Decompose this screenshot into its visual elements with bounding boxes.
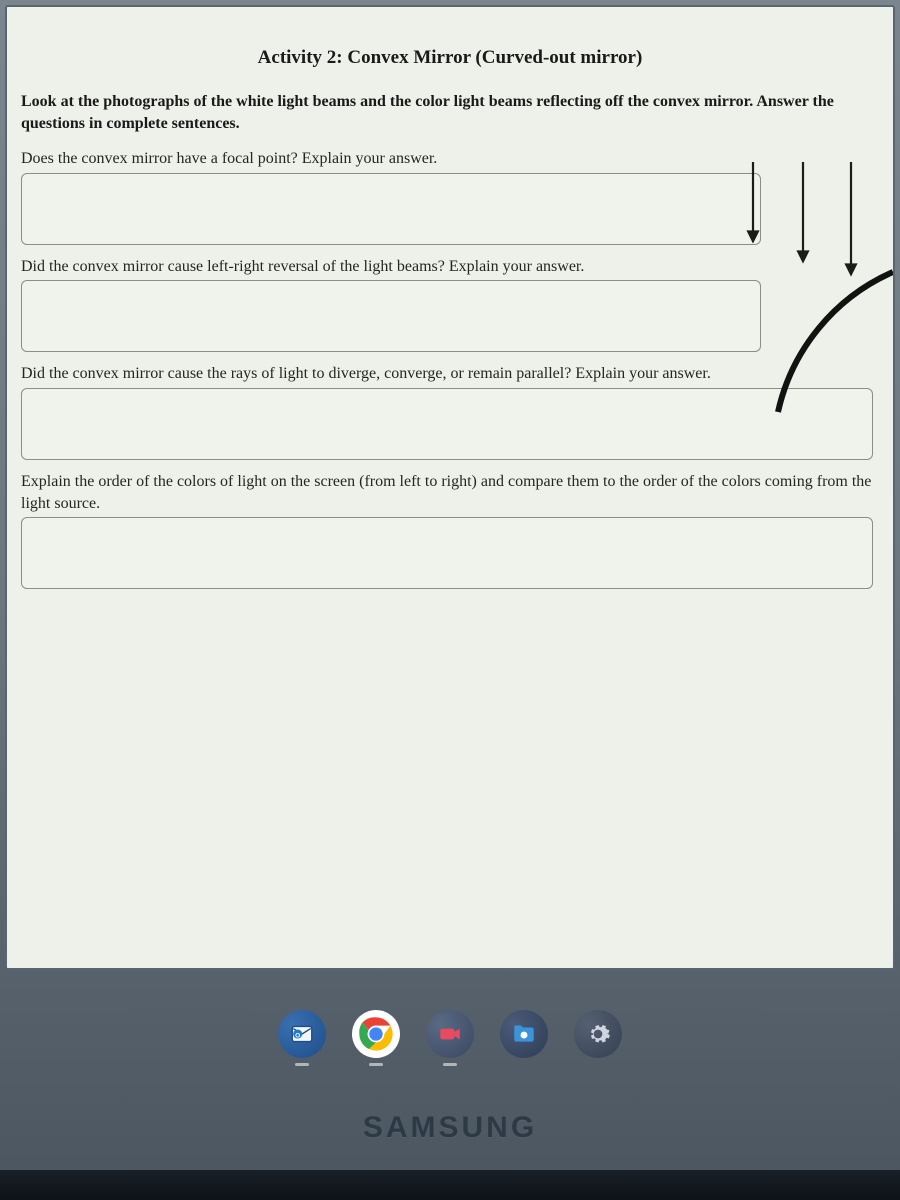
question-1-text: Does the convex mirror have a focal poin… xyxy=(21,148,761,170)
monitor-brand: SAMSUNG xyxy=(0,1111,900,1145)
question-4-text: Explain the order of the colors of light… xyxy=(21,471,873,514)
desk-surface xyxy=(0,1170,900,1200)
camera-icon[interactable] xyxy=(426,1010,474,1058)
question-2-text: Did the convex mirror cause left-right r… xyxy=(21,256,761,278)
answer-3-input[interactable] xyxy=(21,388,873,460)
question-block-3: Did the convex mirror cause the rays of … xyxy=(7,363,893,465)
answer-4-input[interactable] xyxy=(21,517,873,589)
mail-glyph-icon: O xyxy=(289,1021,315,1047)
chromebook-shelf: O xyxy=(0,1003,900,1065)
active-indicator-icon xyxy=(369,1063,383,1066)
question-block-1: Does the convex mirror have a focal poin… xyxy=(7,148,893,250)
gear-glyph-icon xyxy=(585,1021,611,1047)
video-glyph-icon xyxy=(437,1021,463,1047)
files-icon[interactable] xyxy=(500,1010,548,1058)
intro-text: Look at the photographs of the white lig… xyxy=(7,91,893,134)
settings-icon[interactable] xyxy=(574,1010,622,1058)
activity-title: Activity 2: Convex Mirror (Curved-out mi… xyxy=(7,47,893,69)
active-indicator-icon xyxy=(295,1063,309,1066)
answer-1-input[interactable] xyxy=(21,173,761,245)
active-indicator-icon xyxy=(443,1063,457,1066)
svg-text:O: O xyxy=(295,1032,300,1039)
screen: Activity 2: Convex Mirror (Curved-out mi… xyxy=(5,5,895,970)
question-block-2: Did the convex mirror cause left-right r… xyxy=(7,256,893,358)
question-block-4: Explain the order of the colors of light… xyxy=(7,471,893,594)
outlook-icon[interactable]: O xyxy=(278,1010,326,1058)
chrome-icon[interactable] xyxy=(352,1010,400,1058)
folder-glyph-icon xyxy=(511,1021,537,1047)
answer-2-input[interactable] xyxy=(21,280,761,352)
chrome-glyph-icon xyxy=(356,1014,396,1054)
question-3-text: Did the convex mirror cause the rays of … xyxy=(21,363,873,385)
worksheet-page: Activity 2: Convex Mirror (Curved-out mi… xyxy=(7,7,893,968)
